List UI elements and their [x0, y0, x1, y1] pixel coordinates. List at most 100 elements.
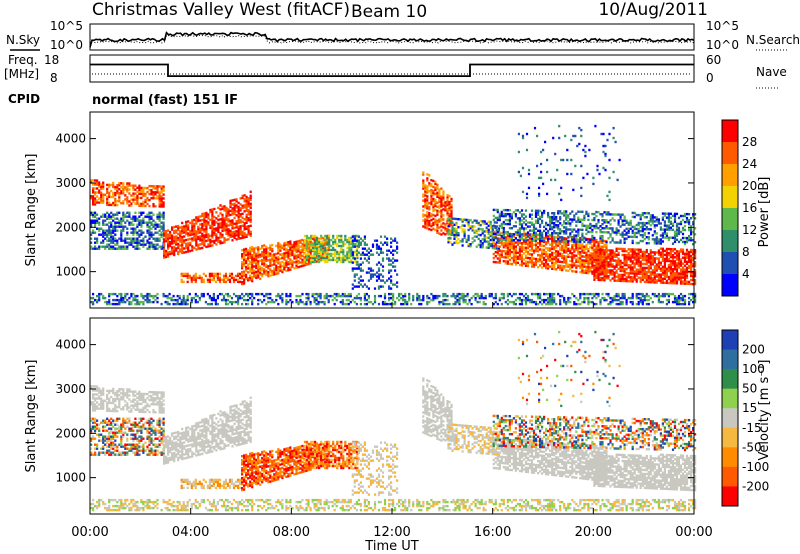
- power-cell: [473, 219, 476, 222]
- power-cell: [213, 233, 216, 237]
- power-cell: [422, 185, 425, 188]
- power-cell: [267, 265, 270, 268]
- power-cell: [453, 237, 456, 240]
- power-cell: [189, 231, 192, 235]
- power-cell: [601, 245, 604, 248]
- power-cell: [201, 212, 204, 216]
- power-cell: [253, 247, 256, 250]
- power-cell: [496, 261, 499, 264]
- power-cell: [597, 270, 600, 274]
- power-cell: [126, 186, 129, 189]
- power-cell: [639, 270, 642, 273]
- power-cell: [342, 244, 345, 248]
- power-cell: [669, 251, 672, 255]
- power-cell: [390, 279, 393, 282]
- power-cell: [518, 223, 521, 226]
- power-cell: [671, 250, 675, 253]
- power-cell: [661, 267, 664, 270]
- power-cell: [118, 184, 121, 187]
- power-cell: [122, 215, 125, 218]
- power-cell: [623, 219, 626, 222]
- power-cell: [549, 235, 552, 238]
- power-cell: [559, 222, 562, 225]
- power-cell: [394, 239, 397, 242]
- power-cell: [158, 203, 161, 206]
- power-cell: [221, 225, 224, 229]
- power-cell: [106, 189, 109, 192]
- power-cell: [90, 231, 93, 234]
- power-cell: [140, 190, 143, 194]
- power-cell: [479, 219, 482, 223]
- power-cell: [651, 261, 654, 264]
- power-cell: [336, 242, 339, 246]
- power-cell: [444, 227, 447, 230]
- power-cell: [581, 255, 584, 258]
- power-cell: [187, 234, 190, 237]
- power-cell: [518, 217, 521, 220]
- power-cell: [295, 260, 298, 263]
- power-cell: [305, 239, 308, 242]
- power-cell: [291, 247, 294, 251]
- power-cell: [299, 239, 302, 242]
- power-cell: [661, 257, 664, 260]
- power-cell: [563, 210, 566, 213]
- power-cell: [314, 260, 317, 264]
- power-cell: [615, 213, 618, 216]
- power-cell: [169, 236, 172, 240]
- power-cell: [428, 224, 431, 227]
- power-cell: [663, 232, 666, 235]
- power-cell: [559, 236, 562, 239]
- power-cell: [293, 255, 296, 258]
- power-cell: [320, 248, 323, 252]
- power-cell: [243, 204, 246, 207]
- power-cell: [587, 212, 590, 216]
- power-cell: [340, 258, 343, 262]
- power-cell: [651, 271, 654, 274]
- power-cell: [575, 240, 578, 243]
- power-cell: [563, 214, 566, 217]
- power-cell: [96, 201, 99, 204]
- power-cell: [432, 227, 435, 231]
- power-cell: [557, 254, 560, 257]
- power-cell: [112, 195, 115, 199]
- power-cell: [692, 243, 695, 246]
- power-cell: [195, 244, 198, 247]
- power-cell: [690, 256, 693, 260]
- power-cell: [440, 187, 443, 190]
- power-cell: [158, 233, 161, 236]
- power-cell: [534, 239, 538, 242]
- power-cell: [126, 245, 129, 248]
- power-cell: [275, 270, 278, 273]
- power-cell: [585, 257, 588, 261]
- power-cell: [235, 234, 238, 237]
- power-cell: [442, 196, 445, 199]
- power-cell: [534, 259, 538, 263]
- power-cell: [426, 215, 429, 218]
- power-cell: [577, 260, 580, 264]
- power-cell: [102, 239, 105, 242]
- power-cell: [279, 243, 282, 246]
- power-cell: [112, 235, 115, 238]
- power-cell: [683, 252, 687, 255]
- power-cell: [348, 248, 351, 252]
- power-cell: [106, 195, 109, 198]
- power-cell: [116, 190, 119, 193]
- power-cell: [263, 270, 266, 273]
- power-cell: [599, 272, 602, 276]
- power-cell: [128, 184, 131, 187]
- power-cell: [381, 257, 385, 260]
- power-cell: [285, 249, 288, 252]
- power-cell: [692, 272, 695, 276]
- power-cell: [506, 242, 509, 245]
- power-cell: [599, 245, 602, 248]
- power-cell: [150, 227, 153, 230]
- power-cell: [293, 241, 296, 244]
- power-cell: [245, 199, 248, 202]
- power-cell: [450, 203, 453, 207]
- power-cell: [154, 185, 157, 188]
- power-cell: [140, 292, 143, 296]
- power-cell: [102, 221, 105, 224]
- power-cell: [183, 251, 186, 254]
- power-cell: [192, 296, 195, 300]
- power-cell: [575, 230, 578, 233]
